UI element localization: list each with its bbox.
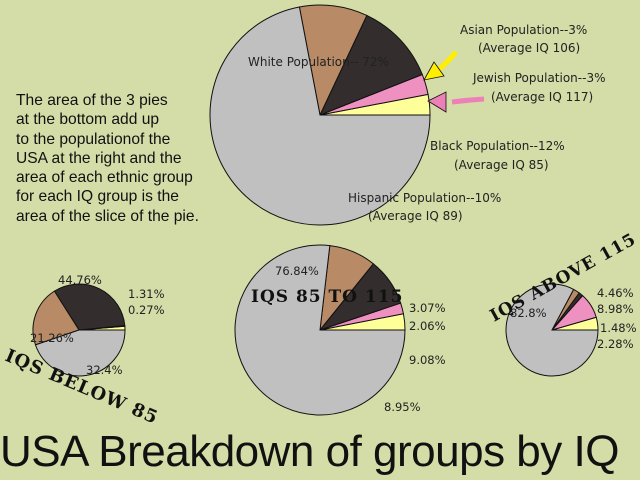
- slice-label: 32.4%: [86, 363, 123, 377]
- slice-sublabel: (Average IQ 106): [478, 41, 580, 55]
- slice-label: 3.07%: [409, 301, 446, 315]
- slice-label: 2.28%: [597, 337, 634, 351]
- pie-title: IQS 85 TO 115: [251, 287, 403, 307]
- pie-usa-population: [209, 4, 431, 226]
- slice-sublabel: (Average IQ 117): [491, 90, 593, 104]
- slice-label: 8.98%: [597, 302, 634, 316]
- slice-label: Jewish Population--3%: [472, 71, 606, 85]
- slice-label: Asian Population--3%: [460, 23, 587, 37]
- pie-slice: [34, 329, 126, 377]
- note-line: at the bottom add up: [16, 111, 160, 129]
- pie-iqs-below-85: 44.76%1.31%0.27%32.4%21.26%IQS BELOW 85: [2, 273, 165, 429]
- slice-label: 8.95%: [384, 400, 421, 414]
- pie-iqs-above-115: 82.8%4.46%8.98%1.48%2.28%IQS ABOVE 115: [487, 229, 640, 377]
- note-line: USA at the right and the: [16, 149, 182, 167]
- jewish-arrow-shaft: [451, 96, 485, 105]
- asian-arrow-shaft: [436, 50, 458, 72]
- chart-title: USA Breakdown of groups by IQ: [0, 427, 619, 476]
- pie-slice: [234, 244, 406, 416]
- slice-label: 44.76%: [58, 273, 102, 287]
- asian-arrow-head: [423, 61, 445, 81]
- note-line: to the populationof the: [16, 130, 171, 148]
- slice-sublabel: (Average IQ 89): [368, 209, 463, 223]
- pie-usa-labels: White Population-- 72% Asian Population--…: [248, 23, 606, 223]
- pie-slice: [209, 6, 431, 226]
- slice-label: Hispanic Population--10%: [348, 191, 501, 205]
- slice-label: White Population-- 72%: [248, 55, 389, 69]
- note-line: for each IQ group is the: [16, 188, 179, 206]
- slice-label: 21.26%: [30, 331, 74, 345]
- pie-slice: [505, 283, 599, 377]
- note-line: The area of the 3 pies: [16, 92, 168, 109]
- jewish-arrow-head: [427, 91, 447, 113]
- slice-sublabel: (Average IQ 85): [454, 158, 549, 172]
- explanation-note: The area of the 3 pies at the bottom add…: [16, 91, 266, 226]
- slice-label: 2.06%: [409, 319, 446, 333]
- pie-slice: [319, 14, 423, 116]
- note-line: area of each ethnic group: [16, 169, 193, 187]
- slice-label: 4.46%: [597, 286, 634, 300]
- slice-label: 9.08%: [409, 353, 446, 367]
- note-line: area of the slice of the pie.: [16, 207, 199, 225]
- slice-label: 76.84%: [275, 264, 319, 278]
- slice-label: 82.8%: [510, 306, 547, 320]
- callout-arrows: [423, 50, 485, 113]
- pie-iqs-85-to-115: 76.84% 3.07% 2.06% 9.08% 8.95% IQS 85 TO 115: [234, 244, 446, 416]
- slice-label: 1.48%: [600, 321, 637, 335]
- slice-label: Black Population--12%: [430, 139, 565, 153]
- pie-slice: [32, 290, 80, 346]
- slice-label: 0.27%: [128, 303, 165, 317]
- slice-label: 1.31%: [128, 287, 165, 301]
